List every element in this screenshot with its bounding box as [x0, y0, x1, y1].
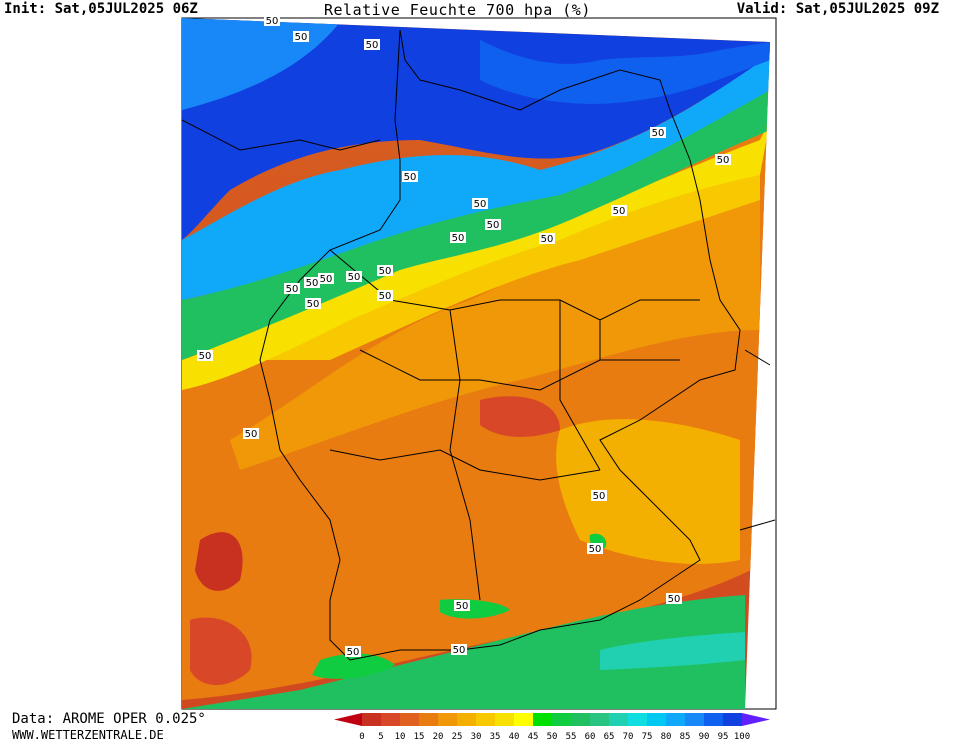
data-source: Data: AROME OPER 0.025° [12, 711, 206, 727]
legend-tick-label: 75 [642, 732, 653, 741]
legend-swatch [704, 713, 723, 726]
legend-swatch [590, 713, 609, 726]
legend-tick-label: 65 [604, 732, 615, 741]
svg-text:50: 50 [286, 284, 299, 295]
legend-low-arrow [334, 713, 362, 726]
svg-text:50: 50 [307, 299, 320, 310]
legend-high-arrow [742, 713, 770, 726]
legend-swatch [609, 713, 628, 726]
svg-text:50: 50 [347, 647, 360, 658]
legend-swatch [362, 713, 381, 726]
svg-text:50: 50 [717, 155, 730, 166]
svg-text:50: 50 [404, 172, 417, 183]
legend-tick-label: 15 [414, 732, 425, 741]
svg-text:50: 50 [652, 128, 665, 139]
legend-tick-label: 45 [528, 732, 539, 741]
legend-swatch [495, 713, 514, 726]
svg-text:50: 50 [366, 40, 379, 51]
legend-swatch [419, 713, 438, 726]
country-borders [181, 29, 776, 661]
svg-text:50: 50 [613, 206, 626, 217]
legend-tick-label: 50 [547, 732, 558, 741]
legend-swatch [514, 713, 533, 726]
legend-tick-label: 70 [623, 732, 634, 741]
legend-tick-label: 80 [661, 732, 672, 741]
map-title: Relative Feuchte 700 hpa (%) [324, 1, 591, 19]
legend-swatch [647, 713, 666, 726]
svg-text:50: 50 [487, 220, 500, 231]
legend-tick-label: 25 [452, 732, 463, 741]
legend-tick-label: 55 [566, 732, 577, 741]
contour-labels: 50 50 50 50 50 50 50 50 50 50 50 50 50 5… [197, 15, 731, 658]
legend-swatch [400, 713, 419, 726]
svg-text:50: 50 [593, 491, 606, 502]
legend-swatch [533, 713, 552, 726]
legend-tick-label: 20 [433, 732, 444, 741]
legend-tick-label: 85 [680, 732, 691, 741]
svg-text:50: 50 [452, 233, 465, 244]
website-credit: WWW.WETTERZENTRALE.DE [12, 728, 164, 742]
legend-swatch [381, 713, 400, 726]
legend-swatch [476, 713, 495, 726]
legend-tick-label: 5 [378, 732, 383, 741]
legend-swatch [685, 713, 704, 726]
svg-text:50: 50 [541, 234, 554, 245]
svg-text:50: 50 [295, 32, 308, 43]
svg-text:50: 50 [245, 429, 258, 440]
legend-swatch [628, 713, 647, 726]
legend-tick-label: 35 [490, 732, 501, 741]
legend-tick-label: 30 [471, 732, 482, 741]
legend-swatch [666, 713, 685, 726]
legend-swatch [571, 713, 590, 726]
valid-time: Valid: Sat,05JUL2025 09Z [736, 1, 939, 17]
legend-tick-label: 40 [509, 732, 520, 741]
svg-text:50: 50 [456, 601, 469, 612]
legend-tick-label: 90 [699, 732, 710, 741]
svg-text:50: 50 [306, 278, 319, 289]
legend-tick-label: 100 [734, 732, 750, 741]
svg-text:50: 50 [266, 16, 279, 27]
svg-text:50: 50 [320, 274, 333, 285]
legend-swatch [438, 713, 457, 726]
svg-text:50: 50 [348, 272, 361, 283]
legend-tick-label: 60 [585, 732, 596, 741]
svg-text:50: 50 [668, 594, 681, 605]
svg-text:50: 50 [589, 544, 602, 555]
legend-tick-label: 95 [718, 732, 729, 741]
svg-text:50: 50 [453, 645, 466, 656]
svg-text:50: 50 [199, 351, 212, 362]
legend-swatch [552, 713, 571, 726]
legend-tick-label: 10 [395, 732, 406, 741]
legend-swatch [457, 713, 476, 726]
legend-swatch [723, 713, 742, 726]
legend-tick-label: 0 [359, 732, 364, 741]
svg-text:50: 50 [474, 199, 487, 210]
init-time: Init: Sat,05JUL2025 06Z [4, 1, 198, 17]
svg-text:50: 50 [379, 266, 392, 277]
svg-text:50: 50 [379, 291, 392, 302]
humidity-field [182, 18, 770, 709]
